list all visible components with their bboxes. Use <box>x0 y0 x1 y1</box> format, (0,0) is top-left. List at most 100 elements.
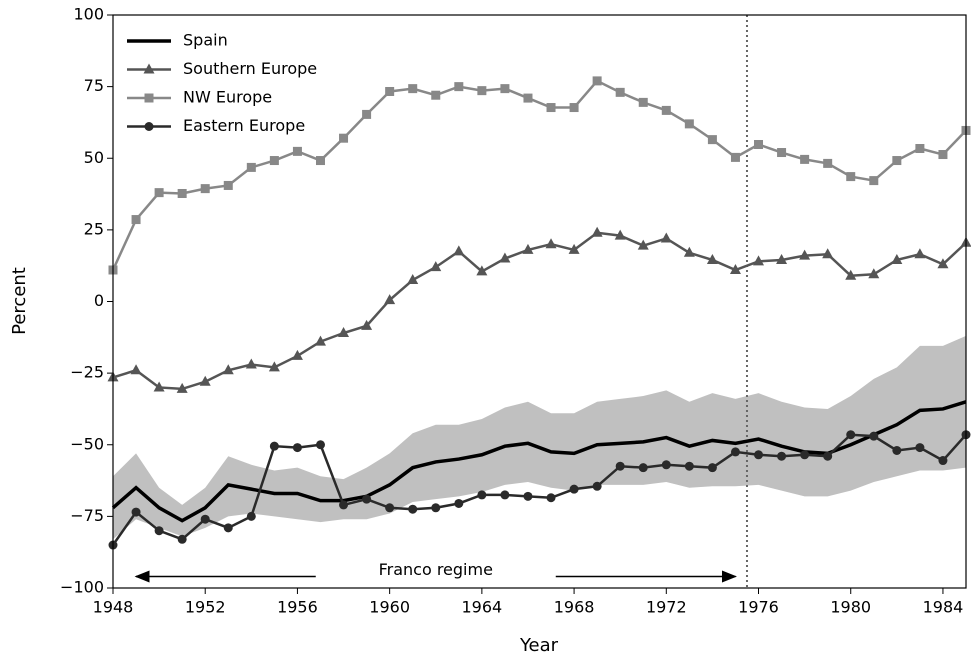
x-tick-label: 1952 <box>185 598 226 617</box>
y-axis-label: Percent <box>9 267 30 335</box>
x-tick-label: 1960 <box>369 598 410 617</box>
marker <box>731 153 740 162</box>
marker <box>201 515 210 524</box>
marker <box>938 456 947 465</box>
marker <box>754 450 763 459</box>
x-tick-label: 1976 <box>738 598 779 617</box>
marker <box>892 446 901 455</box>
marker <box>661 232 672 242</box>
marker <box>800 450 809 459</box>
marker <box>777 452 786 461</box>
marker <box>293 443 302 452</box>
marker <box>846 430 855 439</box>
marker <box>316 440 325 449</box>
marker <box>639 463 648 472</box>
marker <box>823 452 832 461</box>
marker <box>408 505 417 514</box>
marker <box>145 94 154 103</box>
marker <box>454 82 463 91</box>
y-tick-label: 25 <box>84 219 104 238</box>
marker <box>915 144 924 153</box>
marker <box>270 156 279 165</box>
marker <box>570 485 579 494</box>
legend-label: NW Europe <box>183 88 272 107</box>
marker <box>477 86 486 95</box>
y-tick-label: −50 <box>70 434 104 453</box>
marker <box>800 155 809 164</box>
y-tick-label: −25 <box>70 363 104 382</box>
marker <box>685 119 694 128</box>
marker <box>846 172 855 181</box>
marker <box>500 84 509 93</box>
marker <box>430 261 441 271</box>
marker <box>938 150 947 159</box>
marker <box>132 215 141 224</box>
x-tick-label: 1956 <box>277 598 318 617</box>
marker <box>823 159 832 168</box>
y-tick-label: −100 <box>60 578 104 597</box>
marker <box>145 122 154 131</box>
marker <box>869 176 878 185</box>
legend-label: Southern Europe <box>183 59 317 78</box>
marker <box>754 140 763 149</box>
marker <box>546 238 557 248</box>
marker <box>339 134 348 143</box>
marker <box>593 76 602 85</box>
marker <box>431 91 440 100</box>
series-line <box>113 81 966 270</box>
marker <box>131 364 142 374</box>
marker <box>547 493 556 502</box>
marker <box>155 526 164 535</box>
marker <box>270 442 279 451</box>
marker <box>547 103 556 112</box>
x-tick-label: 1984 <box>923 598 964 617</box>
marker <box>201 184 210 193</box>
annotation: Franco regime <box>379 560 493 579</box>
marker <box>662 460 671 469</box>
marker <box>914 248 925 258</box>
x-tick-label: 1980 <box>830 598 871 617</box>
y-tick-label: 50 <box>84 148 104 167</box>
marker <box>385 503 394 512</box>
marker <box>339 500 348 509</box>
x-tick-label: 1964 <box>462 598 503 617</box>
marker <box>408 84 417 93</box>
marker <box>708 135 717 144</box>
marker <box>178 189 187 198</box>
marker <box>892 156 901 165</box>
marker <box>132 508 141 517</box>
marker <box>616 462 625 471</box>
marker <box>316 156 325 165</box>
marker <box>224 181 233 190</box>
marker <box>685 462 694 471</box>
marker <box>155 188 164 197</box>
marker <box>593 482 602 491</box>
marker <box>915 443 924 452</box>
marker <box>869 432 878 441</box>
marker <box>477 490 486 499</box>
marker <box>431 503 440 512</box>
series-line <box>113 233 966 389</box>
marker <box>523 492 532 501</box>
y-tick-label: −75 <box>70 506 104 525</box>
marker <box>662 106 671 115</box>
marker <box>224 523 233 532</box>
marker <box>247 163 256 172</box>
marker <box>616 88 625 97</box>
marker <box>247 512 256 521</box>
marker <box>731 447 740 456</box>
x-tick-label: 1972 <box>646 598 687 617</box>
marker <box>178 535 187 544</box>
marker <box>777 148 786 157</box>
marker <box>362 110 371 119</box>
legend-label: Spain <box>183 31 228 50</box>
y-tick-label: 75 <box>84 76 104 95</box>
marker <box>246 359 257 369</box>
marker <box>500 490 509 499</box>
marker <box>453 245 464 255</box>
marker <box>293 147 302 156</box>
x-tick-label: 1968 <box>554 598 595 617</box>
marker <box>523 94 532 103</box>
legend-label: Eastern Europe <box>183 116 305 135</box>
